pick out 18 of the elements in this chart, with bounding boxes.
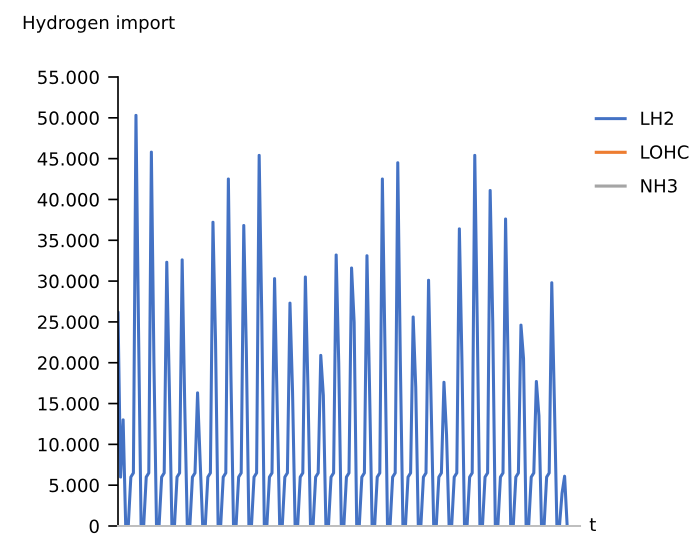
- legend-label: LH2: [641, 112, 673, 125]
- y-tick-label: 30.000: [38, 274, 99, 288]
- y-tick-label: 45.000: [38, 152, 99, 166]
- y-tick-label: 5.000: [50, 478, 99, 492]
- y-tick-label: 50.000: [38, 111, 99, 125]
- legend-label: LOHC: [641, 145, 688, 159]
- y-tick-label: 10.000: [38, 438, 99, 452]
- y-tick-label: 0: [90, 519, 99, 534]
- x-axis-title: t: [590, 518, 596, 531]
- legend-label: NH3: [641, 178, 677, 193]
- y-tick-label: 25.000: [38, 315, 99, 330]
- y-axis-title: Hydrogen import: [24, 15, 175, 33]
- y-tick-label: 55.000: [38, 70, 99, 84]
- y-tick-label: 40.000: [38, 192, 99, 207]
- y-tick-label: 15.000: [38, 397, 99, 411]
- y-tick-label: 35.000: [38, 234, 99, 248]
- y-tick-label: 20.000: [38, 356, 99, 370]
- line-series: [118, 114, 569, 526]
